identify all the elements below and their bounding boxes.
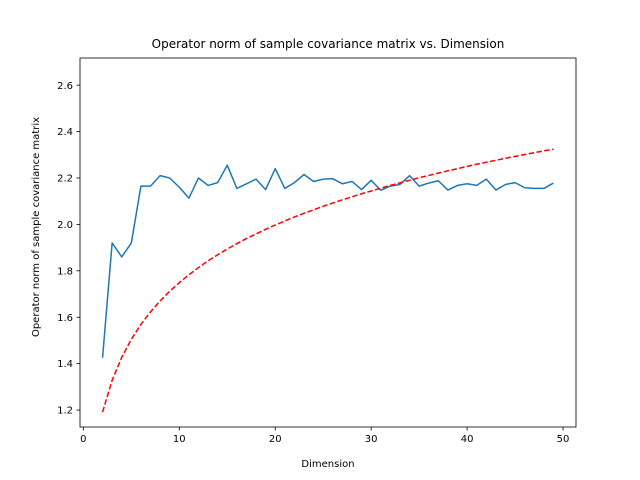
chart-title: Operator norm of sample covariance matri… [152,37,505,51]
y-tick-label-5: 2.2 [57,174,73,185]
x-tick-label-1: 10 [173,434,186,445]
x-axis-label: Dimension [301,459,354,470]
y-tick-label-6: 2.4 [57,127,73,138]
y-tick-label-3: 1.8 [57,266,73,277]
series-line-0 [101,164,554,358]
x-tick-label-3: 30 [365,434,378,445]
y-tick-label-1: 1.4 [57,359,73,370]
x-tick-label-2: 20 [269,434,282,445]
y-tick-label-7: 2.6 [57,81,73,92]
x-tick-label-4: 40 [461,434,474,445]
series-line-1 [101,148,554,413]
y-tick-label-4: 2.0 [57,220,73,231]
y-axis-label: Operator norm of sample covariance matri… [31,117,42,337]
axes-frame [79,57,577,428]
x-tick-label-5: 50 [557,434,570,445]
y-tick-label-2: 1.6 [57,313,73,324]
x-tick-label-0: 0 [80,434,86,445]
plot-area: 0 10 20 30 40 50 1.2 1.4 1.6 1.8 2.0 2.2 2.4 2.6 [57,57,577,445]
y-tick-label-0: 1.2 [57,406,73,417]
